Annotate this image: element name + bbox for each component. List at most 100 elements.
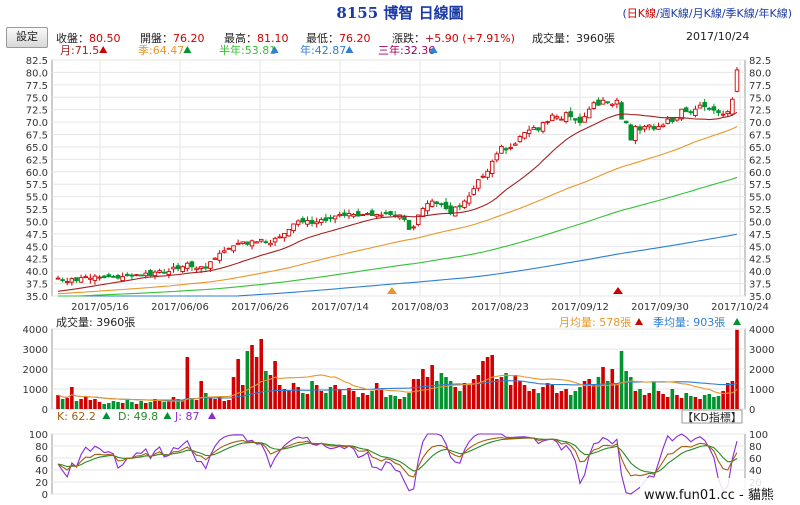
volume-bar (545, 383, 550, 409)
volume-bar (176, 399, 180, 409)
candle-body (258, 238, 264, 242)
candle-body (711, 106, 717, 111)
volume-ytick-left: 4000 (23, 325, 48, 336)
volume-bar (550, 385, 555, 409)
candle-body (628, 124, 634, 141)
candle-body (351, 214, 356, 217)
candle-body (78, 277, 84, 283)
candle-body (212, 257, 218, 260)
volume-bar (134, 404, 139, 409)
price-ytick-right: 42.5 (749, 255, 771, 266)
ktype-week-link[interactable]: 週K線 (659, 7, 689, 20)
volume-bar (448, 381, 453, 409)
up-triangle-icon (345, 46, 354, 53)
volume-bar (527, 391, 531, 409)
quote-date: 2017/10/24 (686, 30, 750, 43)
ktype-month-link[interactable]: 月K線 (692, 7, 722, 20)
volume-bar (531, 389, 536, 409)
candle-body (443, 201, 449, 210)
candle-body (734, 69, 740, 92)
candle-body (185, 262, 190, 269)
volume-bar (125, 400, 130, 409)
settings-button[interactable]: 設定 (6, 27, 48, 48)
candle-body (249, 240, 255, 247)
volume-bar (324, 393, 328, 409)
page-title: 8155 博智 日線圖 (336, 4, 464, 22)
volume-bar (319, 391, 324, 409)
kd-ytick-left: 100 (29, 430, 48, 441)
candle-body (489, 160, 495, 174)
price-ytick-right: 70.0 (749, 118, 771, 129)
candle-body (388, 211, 393, 215)
volume-bar (707, 394, 712, 409)
volume-bar (74, 401, 79, 409)
candle-body (448, 205, 453, 214)
ktype-switcher: (日K線/週K線/月K線/季K線/年K線) (622, 7, 792, 20)
volume-ytick-right: 2000 (749, 365, 774, 376)
volume-ytick-left: 3000 (23, 345, 48, 356)
quarter-marker-icon (387, 287, 397, 294)
candle-body (411, 226, 416, 229)
candle-body (573, 118, 578, 121)
ktype-year-link[interactable]: 年K線 (758, 7, 788, 20)
volume-bar (698, 399, 702, 409)
volume-bar (374, 383, 379, 409)
volume-bar (120, 403, 125, 409)
candle-body (208, 261, 213, 269)
price-xtick: 2017/08/03 (391, 302, 449, 313)
up-triangle-icon (102, 412, 111, 419)
volume-bar (615, 383, 619, 409)
price-ytick-right: 67.5 (749, 131, 771, 142)
candle-body (623, 120, 629, 124)
volume-bar (273, 361, 277, 409)
volume-bar (370, 391, 374, 409)
volume-bar (439, 373, 444, 409)
kd-k-line (57, 436, 738, 478)
volume-bar (287, 391, 291, 409)
price-ytick-right: 47.5 (749, 230, 771, 241)
up-triangle-icon (270, 46, 279, 53)
volume-bar (102, 404, 106, 409)
price-ytick-left: 80.0 (26, 68, 48, 79)
up-triangle-icon (163, 412, 172, 419)
price-ytick-right: 50.0 (749, 217, 771, 228)
ktype-day-link[interactable]: 日K線 (626, 7, 656, 20)
kd-ytick-right: 80 (749, 442, 762, 453)
candle-body (88, 277, 93, 280)
ma-legend-label: 月:71.5 (60, 44, 99, 57)
ma-year-line (58, 233, 738, 297)
quote-change: 漲跌：+5.90 (+7.91%) (392, 32, 515, 45)
volume-bar (250, 345, 254, 409)
candle-body (471, 188, 476, 195)
volume-bar (693, 397, 698, 409)
watermark-text: www.fun01.cc - 貓熊 (644, 487, 774, 503)
volume-bar (268, 375, 273, 409)
volume-bar (185, 357, 190, 409)
candle-body (554, 116, 560, 119)
candle-body (545, 121, 550, 124)
candle-body (517, 136, 523, 143)
candle-body (646, 124, 652, 128)
volume-bar (467, 385, 471, 409)
volume-bar (476, 375, 481, 409)
volume-bar (434, 381, 439, 409)
kd-legend-label: K: 62.2 (57, 410, 96, 423)
ma-legend-label: 年:42.87 (300, 43, 346, 57)
volume-bar (231, 377, 236, 409)
volume-bar (254, 357, 259, 409)
volume-bar (139, 401, 143, 409)
candle-body (175, 265, 181, 270)
price-ytick-left: 65.0 (26, 143, 48, 154)
volume-bar (411, 379, 416, 409)
candle-body (476, 179, 481, 189)
candle-body (494, 153, 500, 161)
kd-d-line (57, 437, 738, 474)
price-ytick-left: 72.5 (26, 106, 48, 117)
ktype-quarter-link[interactable]: 季K線 (725, 7, 755, 20)
candle-body (272, 237, 278, 243)
volume-bar (638, 389, 642, 409)
kd-ytick-right: 100 (749, 430, 768, 441)
candle-body (240, 241, 246, 244)
price-xtick: 2017/06/06 (151, 302, 209, 313)
volume-ytick-left: 1000 (23, 385, 48, 396)
